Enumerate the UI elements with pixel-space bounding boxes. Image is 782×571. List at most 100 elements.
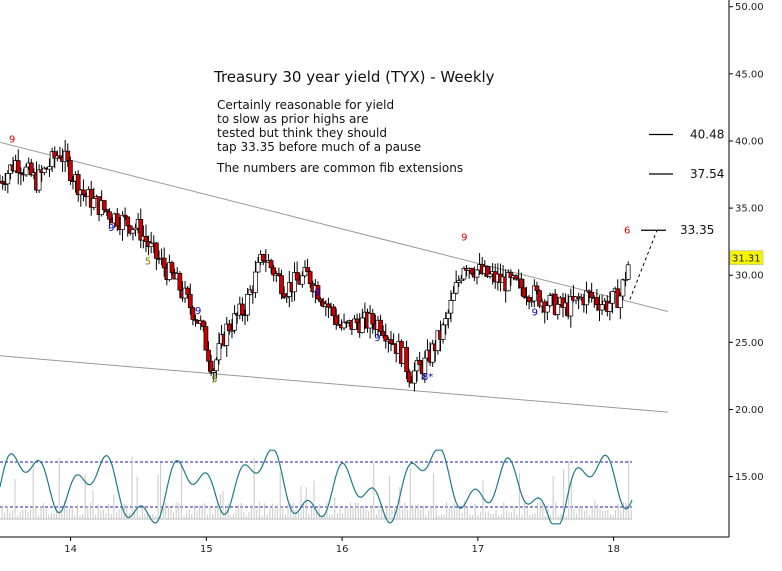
target-label: 40.48 bbox=[690, 128, 724, 142]
candle-body bbox=[625, 264, 631, 280]
sequential-counts: 9 9 5 9 5 9 9 8* 9 9 6 bbox=[9, 134, 630, 385]
candle-body bbox=[130, 229, 136, 234]
candle-body bbox=[268, 260, 274, 269]
y-tick-label: 25.00 bbox=[735, 338, 764, 349]
candle-body bbox=[185, 287, 191, 295]
annotation-line: to slow as prior highs are bbox=[217, 112, 368, 126]
candle-body bbox=[224, 323, 230, 346]
candle-body bbox=[529, 300, 535, 303]
candle-body bbox=[414, 360, 420, 372]
count-label: 9 bbox=[9, 134, 15, 145]
candle-body bbox=[177, 273, 183, 291]
count-label: 6 bbox=[624, 226, 630, 237]
x-tick-label: 17 bbox=[471, 544, 484, 555]
candle-body bbox=[120, 214, 125, 230]
candle-body bbox=[453, 282, 459, 294]
candle-body bbox=[555, 303, 561, 315]
candle-body bbox=[315, 285, 321, 300]
candle-body bbox=[307, 271, 313, 285]
candle-body bbox=[279, 275, 284, 295]
candle-body bbox=[599, 304, 605, 311]
candle-body bbox=[568, 296, 574, 317]
candle-body bbox=[378, 319, 383, 332]
y-tick-label: 50.00 bbox=[735, 2, 764, 13]
candle-body bbox=[23, 166, 29, 176]
candle-body bbox=[430, 343, 436, 363]
trendline bbox=[0, 141, 669, 312]
annotation-line: The numbers are common fib extensions bbox=[216, 161, 463, 175]
candle-body bbox=[505, 272, 511, 292]
candle-body bbox=[422, 357, 428, 375]
candle-body bbox=[440, 324, 446, 340]
y-tick-label: 15.00 bbox=[735, 472, 764, 483]
x-tick-label: 18 bbox=[607, 544, 620, 555]
candle-body bbox=[114, 213, 120, 227]
candle-body bbox=[294, 272, 300, 281]
candle-body bbox=[417, 360, 422, 365]
y-tick-label: 45.00 bbox=[735, 69, 764, 80]
candle-body bbox=[620, 279, 626, 297]
candle-body bbox=[245, 293, 250, 316]
candle-body bbox=[41, 167, 47, 173]
target-label: 37.54 bbox=[690, 167, 724, 181]
axes: 15.00 20.00 25.00 30.00 35.00 40.00 45.00 50.00… bbox=[0, 0, 764, 555]
candle-body bbox=[49, 151, 55, 168]
candle-body bbox=[260, 254, 266, 262]
candle-body bbox=[18, 172, 24, 175]
candle-body bbox=[380, 331, 386, 336]
candle-body bbox=[200, 320, 206, 327]
candle-body bbox=[404, 347, 409, 373]
candle-body bbox=[292, 272, 297, 293]
candle-body bbox=[518, 278, 524, 289]
candle-body bbox=[469, 268, 475, 275]
candle-body bbox=[169, 262, 175, 273]
candle-body bbox=[148, 242, 154, 248]
candle-body bbox=[485, 266, 490, 277]
chart-title: Treasury 30 year yield (TYX) - Weekly bbox=[213, 68, 495, 86]
candle-body bbox=[52, 151, 58, 159]
candle-body bbox=[227, 323, 232, 332]
candle-body bbox=[406, 371, 412, 383]
candle-body bbox=[68, 160, 73, 181]
candle-body bbox=[187, 294, 193, 309]
candle-body bbox=[451, 292, 456, 301]
candle-body bbox=[104, 209, 110, 213]
candle-body bbox=[318, 298, 323, 303]
last-price-label: 31.31 bbox=[732, 254, 761, 265]
candle-body bbox=[0, 181, 5, 184]
annotation-line: Certainly reasonable for yield bbox=[217, 98, 394, 112]
projection-line bbox=[629, 230, 658, 300]
candle-body bbox=[448, 300, 454, 314]
candle-body bbox=[28, 162, 34, 176]
count-label: 9 bbox=[374, 333, 380, 344]
trendlines bbox=[0, 141, 669, 413]
candle-body bbox=[594, 297, 600, 305]
candle-body bbox=[15, 160, 21, 174]
annotation-line: tested but think they should bbox=[217, 126, 387, 140]
candle-body bbox=[531, 285, 537, 302]
candle-body bbox=[75, 174, 81, 196]
candle-body bbox=[443, 318, 449, 326]
candle-body bbox=[154, 242, 159, 259]
candle-body bbox=[508, 272, 514, 279]
count-label: 9 bbox=[532, 307, 538, 318]
candle-body bbox=[206, 349, 211, 362]
candle-body bbox=[65, 150, 71, 161]
candle-body bbox=[91, 198, 97, 208]
candle-body bbox=[81, 189, 86, 195]
candle-body bbox=[255, 261, 261, 273]
candle-body bbox=[284, 296, 290, 299]
candle-body bbox=[331, 306, 336, 317]
fib-targets: 40.48 37.54 33.35 bbox=[641, 128, 724, 237]
count-label: 5 bbox=[211, 375, 217, 386]
candle-body bbox=[213, 359, 219, 372]
oscillator-panel bbox=[0, 449, 633, 525]
candle-body bbox=[122, 214, 128, 218]
candle-body bbox=[352, 318, 357, 330]
y-tick-label: 30.00 bbox=[735, 271, 764, 282]
candle-body bbox=[161, 257, 167, 269]
candle-body bbox=[305, 267, 310, 273]
count-label: 9 bbox=[314, 287, 320, 298]
candle-body bbox=[276, 273, 282, 276]
